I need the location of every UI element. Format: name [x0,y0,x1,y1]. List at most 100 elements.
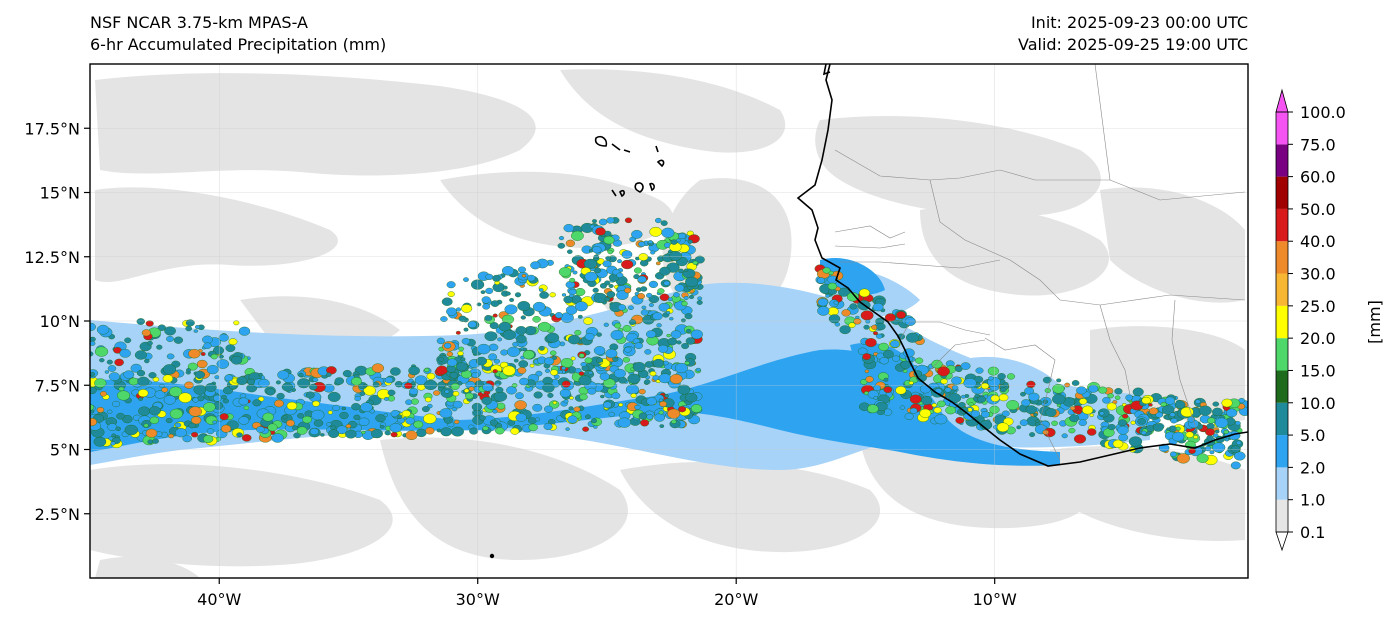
precip-cell [613,368,626,379]
precip-cell [1132,387,1144,397]
precip-cell [1223,430,1229,435]
precip-cell [1130,420,1136,425]
precip-cell [437,381,446,389]
precip-cell [676,238,681,243]
precip-cell [162,364,177,375]
precip-cell [876,323,886,331]
precip-cell [154,390,166,399]
precip-cell [108,372,121,381]
title-left: NSF NCAR 3.75-km MPAS-A 6-hr Accumulated… [90,12,386,56]
precip-cell [1052,384,1065,394]
precip-cell [876,333,883,339]
precip-cell [147,439,154,445]
precip-cell [116,412,125,420]
precip-cell [1051,420,1058,426]
precip-cell [375,414,386,423]
precip-cell [659,266,671,276]
precip-cell [617,259,623,264]
precip-cell [599,372,610,381]
colorbar-swatch [1276,176,1288,209]
precip-cell [584,332,595,341]
precip-cell [178,392,192,403]
x-tick-label: 30°W [456,590,500,609]
precip-cell [440,316,448,322]
precip-cell [413,420,424,429]
precip-cell [883,386,893,394]
precip-cell [692,260,698,265]
precip-cell [104,370,110,374]
precip-cell [192,397,199,403]
precip-cell [827,282,838,290]
precip-cell [1164,396,1176,405]
precip-cell [878,342,889,352]
y-tick-label: 10°N [40,312,80,331]
precip-cell [659,424,665,428]
precip-cell [1081,405,1094,415]
precip-cell [558,369,563,374]
colorbar-level-label: 50.0 [1300,200,1336,219]
precip-cell [246,378,255,385]
init-time: Init: 2025-09-23 00:00 UTC [1030,13,1248,32]
precip-cell [495,427,505,435]
precip-cell [339,411,349,420]
precip-cell [148,406,161,416]
precip-cell [895,386,907,395]
precip-cell [238,416,250,425]
precip-cell [681,318,686,323]
precip-cell [522,350,535,360]
precip-cell [520,315,526,320]
precip-cell [608,284,614,289]
precip-cell [439,408,453,419]
precip-cell [611,392,621,400]
precip-cell [606,217,615,224]
precip-cell [351,377,362,386]
precip-cell [1102,396,1111,404]
precip-cell [213,394,222,402]
precip-cell [425,427,435,435]
precip-cell [515,326,527,335]
y-tick-label: 15°N [40,184,80,203]
precip-cell [960,362,971,370]
precip-cell [481,296,491,304]
precip-cell [492,274,501,282]
precip-cell [915,357,924,364]
precip-cell [361,430,366,435]
precip-cell [544,368,551,373]
precip-cell [90,372,95,377]
precip-cell [641,305,647,310]
precip-cell [670,330,682,339]
precip-cell [549,292,556,298]
precip-cell [405,430,418,441]
precip-cell [517,301,531,312]
precip-cell [467,321,477,329]
precip-cell [1209,450,1215,455]
precip-cell [502,365,516,376]
precip-cell [593,425,598,429]
precip-cell [281,382,293,392]
precip-cell [678,406,687,413]
precip-cell [1025,405,1037,415]
precip-cell [579,393,588,401]
precip-cell [671,419,677,424]
precip-cell [225,344,236,353]
precip-cell [266,388,276,396]
precip-cell [271,433,284,443]
precip-cell [115,426,121,431]
precip-cell [604,297,611,302]
precip-cell [327,391,341,402]
precip-cell [405,399,413,406]
precip-cell [188,349,201,359]
precip-cell [345,429,357,439]
precip-cell [384,396,389,401]
colorbar-frame [1275,111,1289,533]
country-borders [834,64,1246,461]
precip-cell [607,250,613,255]
precip-cell [919,384,932,394]
precip-cell [592,219,597,224]
precip-cell [477,392,483,397]
precip-cell [1206,423,1215,430]
precip-cell [638,388,646,395]
precip-cell [1114,395,1121,400]
precip-cell [262,412,274,422]
precip-cell [987,366,1000,376]
